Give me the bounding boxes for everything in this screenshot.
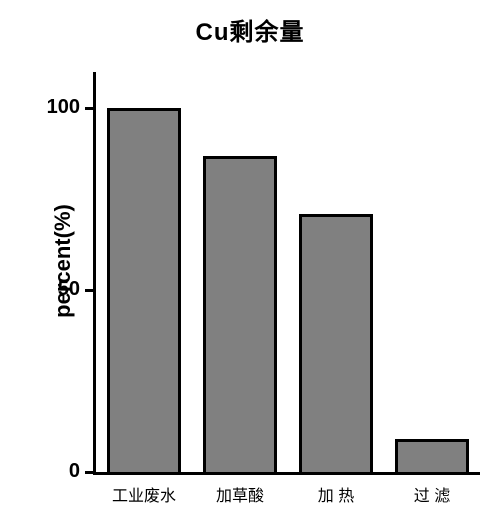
y-tick <box>85 107 93 110</box>
plot-area: 050100工业废水加草酸加 热过 滤 <box>96 72 480 472</box>
y-tick <box>85 471 93 474</box>
y-tick-label: 0 <box>30 460 80 483</box>
bars-group <box>96 72 480 472</box>
chart-container: Cu剩余量 percent(%) 050100工业废水加草酸加 热过 滤 <box>0 0 500 521</box>
bar <box>203 156 278 472</box>
x-tick-label: 加 热 <box>288 482 384 506</box>
y-tick <box>85 289 93 292</box>
x-tick-label: 加草酸 <box>192 482 288 506</box>
y-tick-label: 50 <box>30 278 80 301</box>
bar <box>107 108 182 472</box>
chart-title: Cu剩余量 <box>0 12 500 47</box>
bar <box>299 214 374 472</box>
x-tick-label: 过 滤 <box>384 482 480 506</box>
y-tick-label: 100 <box>30 96 80 119</box>
bar <box>395 439 470 472</box>
x-axis-line <box>93 472 480 475</box>
x-tick-label: 工业废水 <box>96 482 192 506</box>
